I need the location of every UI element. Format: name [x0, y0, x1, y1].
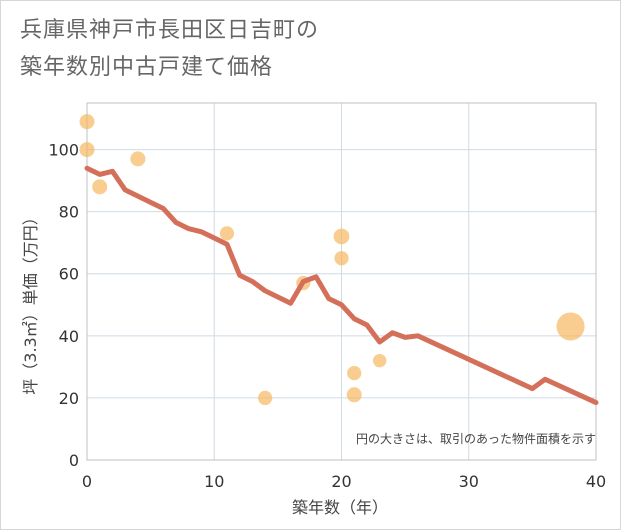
scatter-point: [130, 151, 146, 167]
scatter-points: [79, 114, 585, 406]
scatter-point: [79, 142, 95, 158]
scatter-point: [258, 390, 273, 406]
x-tick-label: 40: [586, 472, 606, 491]
y-axis-title: 坪（3.3㎡）単価（万円）: [21, 209, 40, 394]
scatter-point: [219, 226, 235, 241]
x-tick-label: 30: [459, 472, 479, 491]
scatter-point: [347, 365, 362, 381]
x-axis-title: 築年数（年）: [292, 498, 388, 517]
scatter-point: [346, 387, 362, 403]
scatter-point: [333, 228, 350, 245]
x-tick-label: 0: [82, 472, 92, 491]
x-tick-labels: 0 10 20 30 40: [82, 472, 606, 491]
size-legend-note: 円の大きさは、取引のあった物件面積を示す: [356, 431, 596, 446]
y-tick-label: 80: [59, 203, 79, 222]
scatter-point: [79, 114, 95, 130]
y-tick-label: 20: [59, 389, 79, 408]
x-tick-label: 10: [204, 472, 224, 491]
grid-lines: [87, 103, 596, 460]
chart-title: 兵庫県神戸市長田区日吉町の 築年数別中古戸建て価格: [20, 12, 319, 86]
chart-title-line-1: 兵庫県神戸市長田区日吉町の: [20, 18, 320, 43]
scatter-point: [556, 312, 585, 341]
scatter-point: [334, 251, 349, 266]
trend-line: [84, 165, 599, 406]
scatter-point: [372, 353, 387, 368]
y-tick-label: 0: [69, 451, 79, 470]
y-tick-label: 40: [59, 327, 79, 346]
chart-title-line-2: 築年数別中古戸建て価格: [20, 55, 274, 80]
y-tick-label: 60: [59, 265, 79, 284]
y-tick-label: 100: [48, 141, 79, 160]
scatter-point: [92, 179, 108, 195]
x-tick-label: 20: [331, 472, 351, 491]
y-tick-labels: 0 20 40 60 80 100: [48, 141, 79, 470]
plot-border: [86, 102, 597, 461]
